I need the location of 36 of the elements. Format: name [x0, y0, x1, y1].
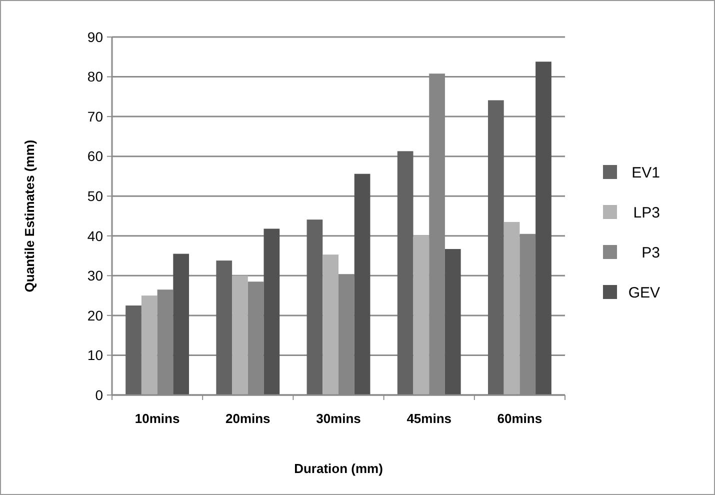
y-axis-title: Quantile Estimates (mm) — [22, 140, 37, 292]
bar — [173, 254, 190, 395]
bar — [488, 100, 504, 395]
y-tick-label: 40 — [87, 228, 104, 244]
x-tick-label: 60mins — [497, 411, 542, 426]
x-tick-label: 10mins — [134, 411, 180, 426]
bar — [216, 260, 232, 395]
y-tick-label: 50 — [87, 188, 104, 204]
bar — [306, 220, 323, 395]
bar — [504, 222, 520, 395]
bar — [264, 228, 280, 395]
x-tick-label: 20mins — [225, 411, 270, 426]
y-tick-label: 0 — [95, 386, 104, 403]
y-tick-label: 20 — [87, 307, 104, 324]
bar — [354, 174, 370, 395]
bar — [444, 249, 461, 395]
bar — [536, 62, 552, 395]
bar — [322, 254, 338, 395]
x-axis-title: Duration (mm) — [294, 461, 383, 476]
y-tick-label: 60 — [87, 148, 104, 164]
bar — [141, 296, 158, 395]
legend-label: GEV — [628, 284, 660, 302]
y-tick-label: 80 — [87, 68, 104, 85]
bar — [397, 151, 414, 395]
legend-label: P3 — [642, 244, 660, 262]
bar — [413, 235, 430, 395]
legend-label: EV1 — [632, 164, 660, 182]
y-tick-label: 10 — [87, 347, 104, 364]
y-tick-label: 70 — [87, 108, 104, 124]
legend-label: LP3 — [633, 204, 660, 222]
y-tick-label: 90 — [87, 28, 104, 45]
bar — [126, 306, 142, 395]
x-tick-label: 30mins — [316, 411, 361, 426]
x-tick-label: 45mins — [406, 411, 452, 426]
bar — [232, 276, 248, 395]
y-tick-label: 30 — [87, 268, 104, 284]
